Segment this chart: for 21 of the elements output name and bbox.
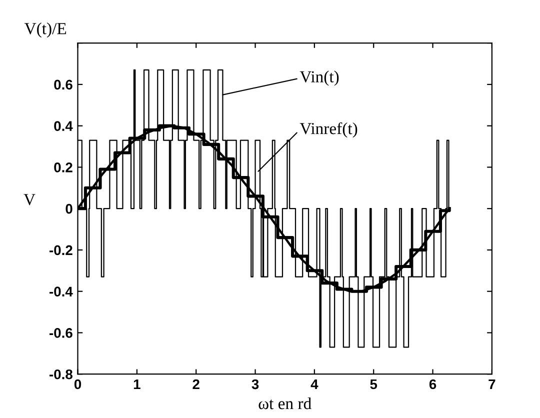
chart-title: V(t)/E (24, 22, 66, 38)
x-tick-label: 2 (192, 379, 200, 390)
x-axis-title: ωt en rd (258, 397, 312, 410)
y-tick-label: -0.8 (50, 369, 72, 380)
annotation: Vinref(t) (300, 122, 358, 138)
x-tick-label: 4 (310, 379, 318, 390)
y-tick-label: 0 (66, 204, 72, 214)
y-tick-label: -0.2 (50, 245, 72, 256)
x-tick-label: 5 (370, 379, 378, 390)
y-axis-title: V (24, 194, 36, 206)
y-tick-label: -0.6 (50, 328, 72, 338)
y-tick-label: 0.2 (54, 162, 72, 172)
annotation: Vin(t) (300, 70, 339, 86)
x-tick-label: 0 (74, 379, 82, 390)
x-tick-label: 1 (134, 379, 140, 390)
y-tick-label: 0.4 (54, 121, 73, 131)
y-tick-label: 0.6 (54, 80, 72, 90)
x-tick-label: 3 (252, 379, 259, 390)
x-tick-label: 6 (429, 379, 436, 390)
y-tick-label: -0.4 (50, 286, 73, 297)
x-tick-label: 7 (488, 379, 496, 390)
